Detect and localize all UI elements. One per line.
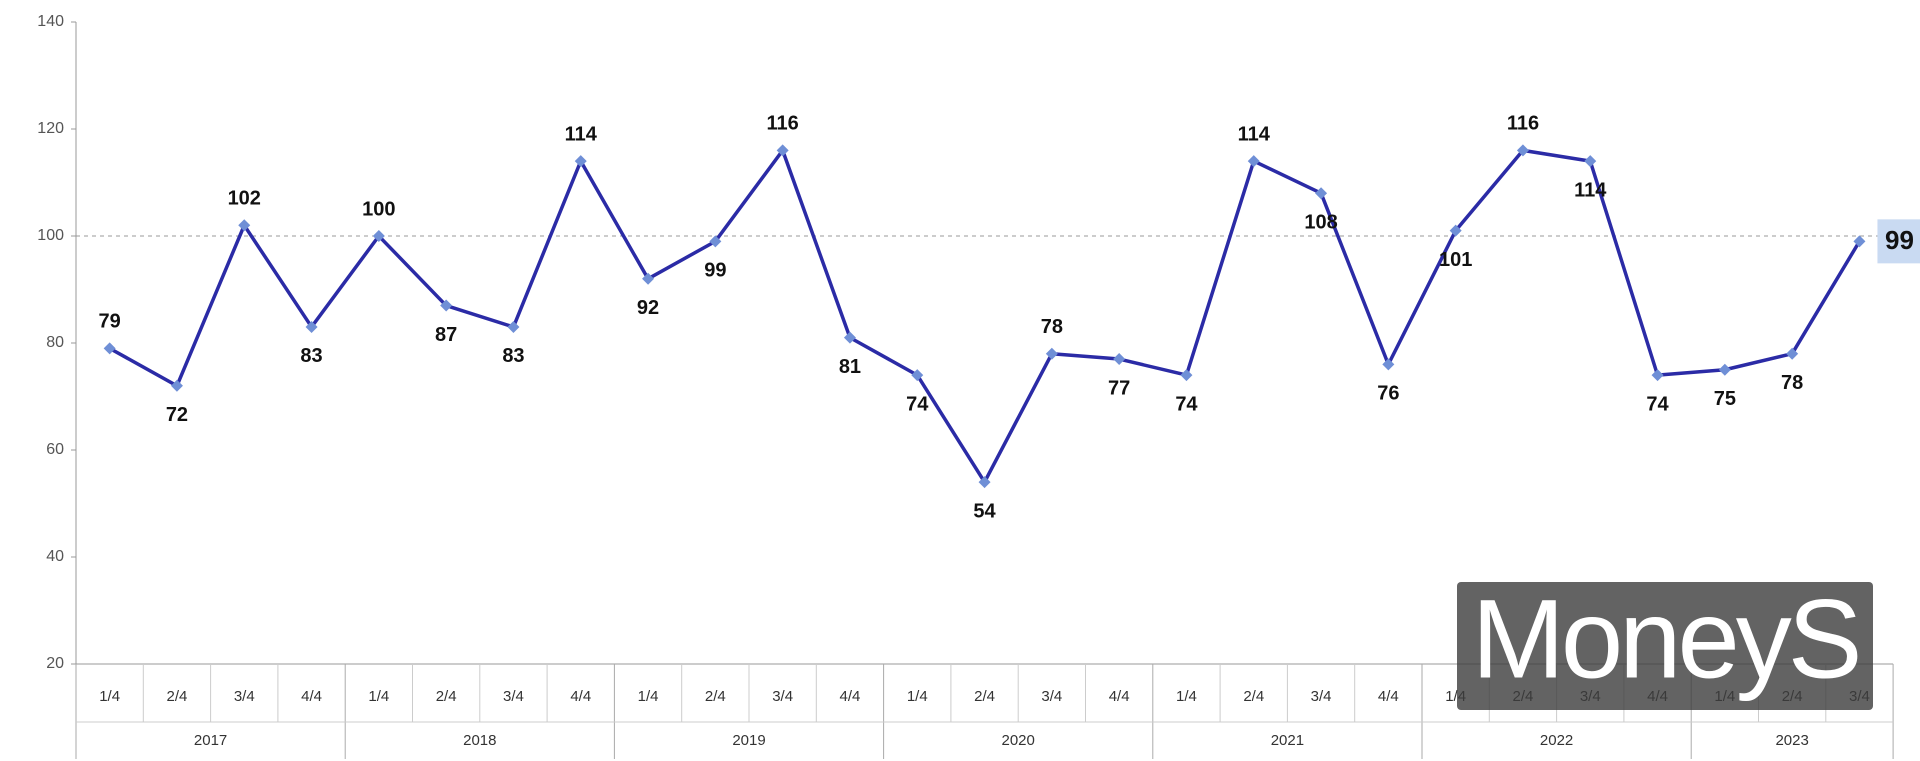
marker [776, 144, 789, 157]
data-label: 102 [228, 188, 261, 210]
data-label: 101 [1439, 249, 1472, 271]
x-tick-label: 4/4 [840, 688, 861, 705]
watermark: MoneyS [1472, 577, 1859, 702]
x-tick-label: 2/4 [974, 688, 995, 705]
year-label: 2022 [1540, 732, 1573, 749]
year-label: 2020 [1002, 732, 1035, 749]
marker [1516, 144, 1529, 157]
data-label: 74 [1646, 393, 1669, 415]
y-tick-label: 40 [46, 548, 64, 565]
x-tick-label: 3/4 [1041, 688, 1062, 705]
marker [1382, 358, 1395, 371]
marker [843, 331, 856, 344]
marker [709, 235, 722, 248]
data-label: 108 [1304, 211, 1337, 233]
x-tick-label: 1/4 [638, 688, 659, 705]
marker [1651, 369, 1664, 382]
x-tick-label: 3/4 [234, 688, 255, 705]
marker [1180, 369, 1193, 382]
x-tick-label: 4/4 [1378, 688, 1399, 705]
data-label: 99 [704, 260, 726, 282]
marker [440, 299, 453, 312]
data-label: 78 [1041, 316, 1063, 338]
data-label: 100 [362, 198, 395, 220]
data-label: 114 [1238, 123, 1271, 145]
y-tick-label: 20 [46, 655, 64, 672]
marker [507, 320, 520, 333]
data-label: 99 [1885, 225, 1914, 255]
data-label: 79 [99, 311, 121, 333]
data-label: 83 [300, 345, 322, 367]
marker [1247, 155, 1260, 168]
marker [642, 272, 655, 285]
highlight-box [1877, 219, 1920, 264]
x-tick-label: 1/4 [99, 688, 120, 705]
marker [1449, 224, 1462, 237]
y-tick-label: 80 [46, 334, 64, 351]
marker [1113, 353, 1126, 366]
year-label: 2019 [732, 732, 765, 749]
marker [574, 155, 587, 168]
y-tick-label: 140 [37, 13, 64, 30]
data-label: 76 [1377, 383, 1399, 405]
marker [1045, 347, 1058, 360]
y-tick-label: 120 [37, 120, 64, 137]
data-label: 92 [637, 297, 659, 319]
data-label: 116 [1507, 113, 1539, 135]
x-tick-label: 2/4 [167, 688, 188, 705]
data-label: 87 [435, 324, 457, 346]
marker [1718, 363, 1731, 376]
marker [103, 342, 116, 355]
x-tick-label: 4/4 [1109, 688, 1130, 705]
data-label: 75 [1714, 388, 1736, 410]
data-label: 78 [1781, 372, 1803, 394]
year-label: 2021 [1271, 732, 1304, 749]
x-tick-label: 4/4 [301, 688, 322, 705]
data-label: 116 [767, 113, 799, 135]
x-tick-label: 3/4 [503, 688, 524, 705]
y-tick-label: 60 [46, 441, 64, 458]
marker [372, 230, 385, 242]
year-label: 2017 [194, 732, 227, 749]
x-tick-label: 1/4 [907, 688, 928, 705]
marker [1584, 155, 1597, 168]
x-tick-label: 1/4 [1176, 688, 1197, 705]
y-tick-label: 100 [37, 227, 64, 244]
x-tick-label: 2/4 [436, 688, 457, 705]
marker [170, 379, 183, 392]
marker [911, 369, 924, 382]
data-label: 77 [1108, 377, 1130, 399]
marker [238, 219, 251, 232]
data-label: 74 [1175, 393, 1198, 415]
data-label: 54 [973, 500, 996, 522]
x-tick-label: 4/4 [570, 688, 591, 705]
marker [1315, 187, 1328, 200]
x-tick-label: 2/4 [705, 688, 726, 705]
watermark-box [1457, 582, 1873, 710]
marker [1786, 347, 1799, 360]
data-label: 74 [906, 393, 929, 415]
marker [305, 320, 318, 333]
x-tick-label: 1/4 [368, 688, 389, 705]
x-tick-label: 2/4 [1243, 688, 1264, 705]
marker [978, 476, 991, 489]
year-label: 2023 [1775, 732, 1808, 749]
year-label: 2018 [463, 732, 496, 749]
data-label: 114 [1574, 179, 1607, 201]
marker [1853, 235, 1866, 248]
x-tick-label: 3/4 [772, 688, 793, 705]
x-tick-label: 3/4 [1311, 688, 1332, 705]
data-label: 81 [839, 356, 861, 378]
data-label: 114 [565, 123, 598, 145]
data-label: 72 [166, 404, 188, 426]
data-label: 83 [502, 345, 524, 367]
